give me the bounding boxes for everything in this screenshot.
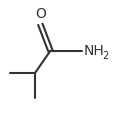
Text: O: O: [35, 7, 46, 21]
Text: NH: NH: [83, 44, 104, 58]
Text: 2: 2: [103, 50, 109, 60]
